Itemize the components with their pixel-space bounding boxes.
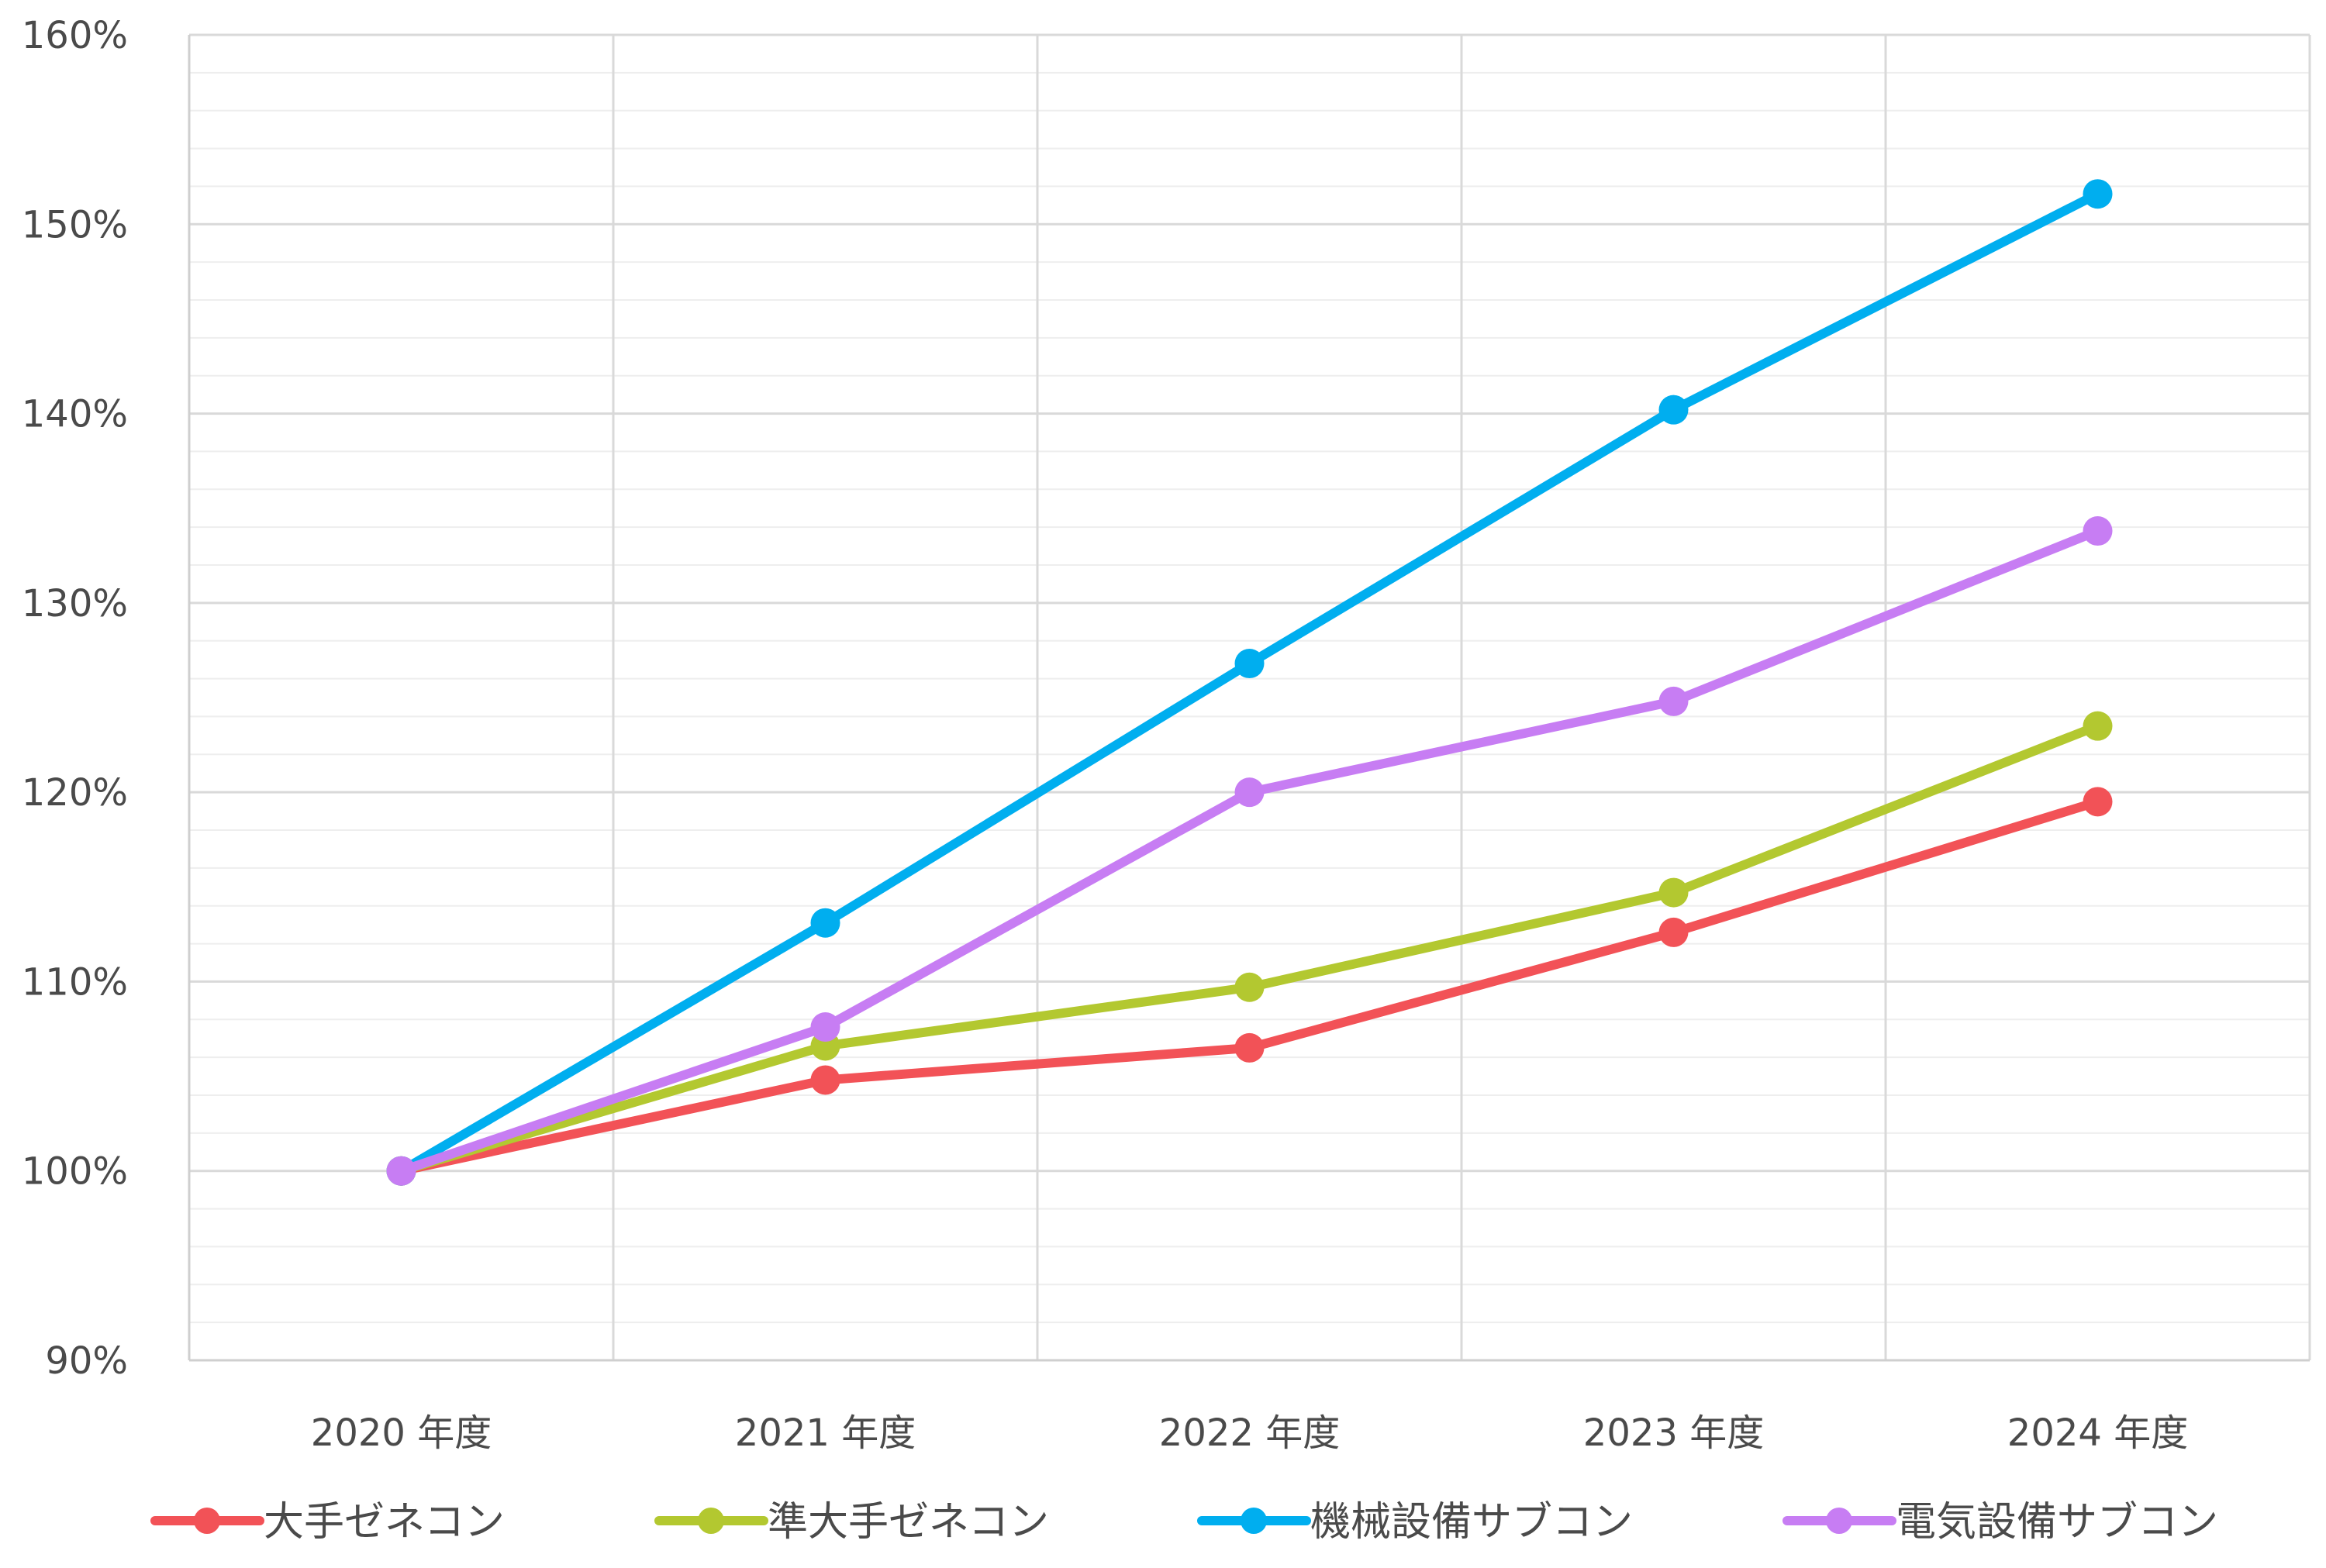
data-point xyxy=(2083,516,2113,546)
series-準大手ゼネコン xyxy=(386,711,2113,1186)
y-tick-label: 90% xyxy=(45,1339,128,1383)
y-tick-label: 110% xyxy=(22,960,128,1004)
legend-item: 機械設備サブコン xyxy=(1197,1499,1633,1546)
legend-swatch-marker xyxy=(1826,1508,1852,1534)
data-point xyxy=(1658,395,1689,425)
y-tick-label: 100% xyxy=(22,1150,128,1194)
x-tick-label: 2020 年度 xyxy=(311,1411,492,1455)
data-point xyxy=(1234,972,1265,1002)
legend-swatch-marker xyxy=(194,1508,220,1534)
data-point xyxy=(1234,649,1265,679)
grid xyxy=(189,33,2311,1360)
legend-label: 機械設備サブコン xyxy=(1310,1499,1633,1546)
y-tick-label: 160% xyxy=(22,14,128,57)
data-point xyxy=(810,1065,840,1095)
data-point xyxy=(1234,777,1265,808)
data-point xyxy=(810,1012,840,1042)
series xyxy=(386,179,2113,1186)
data-point xyxy=(1234,1032,1265,1063)
series-大手ゼネコン xyxy=(386,787,2113,1186)
legend-label: 電気設備サブコン xyxy=(1896,1499,2218,1546)
x-tick-label: 2022 年度 xyxy=(1159,1411,1340,1455)
legend-item: 電気設備サブコン xyxy=(1782,1499,2218,1546)
x-tick-label: 2023 年度 xyxy=(1583,1411,1764,1455)
y-tick-label: 130% xyxy=(22,582,128,625)
x-tick-label: 2024 年度 xyxy=(2007,1411,2188,1455)
series-電気設備サブコン xyxy=(386,516,2113,1186)
legend: 大手ゼネコン 準大手ゼネコン 機械設備サブコン 電気設備サブコン xyxy=(150,1499,2218,1546)
legend-swatch-marker xyxy=(698,1508,724,1534)
x-tick-label: 2021 年度 xyxy=(735,1411,916,1455)
series-line xyxy=(396,526,2103,1176)
data-point xyxy=(1658,877,1689,908)
y-tick-label: 140% xyxy=(22,393,128,436)
legend-item: 大手ゼネコン xyxy=(150,1499,505,1546)
legend-item: 準大手ゼネコン xyxy=(654,1499,1049,1546)
legend-swatch-marker xyxy=(1241,1508,1267,1534)
data-point xyxy=(1658,686,1689,716)
data-point xyxy=(2083,179,2113,209)
data-point xyxy=(2083,711,2113,741)
y-tick-label: 150% xyxy=(22,203,128,246)
data-point xyxy=(386,1156,416,1186)
axes: 90% 100% 110% 120% 130% 140% 150% 160% 2020 年度 20… xyxy=(22,14,2310,1455)
legend-label: 準大手ゼネコン xyxy=(768,1499,1049,1546)
data-point xyxy=(2083,787,2113,817)
data-point xyxy=(1658,917,1689,947)
legend-label: 大手ゼネコン xyxy=(264,1499,505,1546)
data-point xyxy=(810,908,840,938)
y-tick-label: 120% xyxy=(22,771,128,815)
series-line xyxy=(396,189,2103,1176)
